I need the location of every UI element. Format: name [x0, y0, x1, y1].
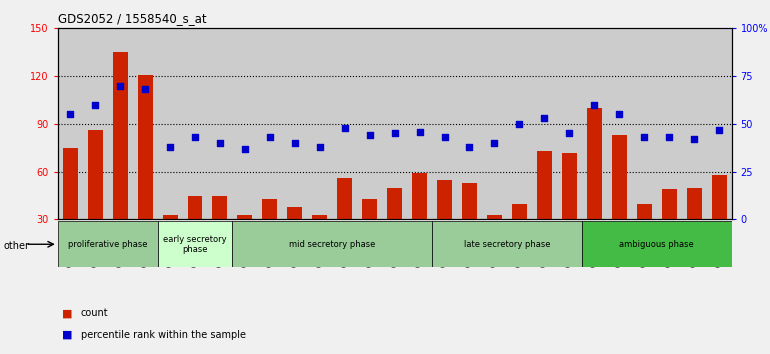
Text: ■: ■: [62, 308, 72, 318]
Text: ambiguous phase: ambiguous phase: [619, 240, 694, 249]
Bar: [562, 153, 577, 267]
Bar: [637, 204, 651, 267]
Bar: [611, 135, 627, 267]
Point: [688, 136, 700, 142]
Point: [488, 140, 500, 146]
Bar: [313, 215, 327, 267]
Text: count: count: [81, 308, 109, 318]
Text: proliferative phase: proliferative phase: [68, 240, 147, 249]
Point: [663, 135, 675, 140]
Bar: [437, 179, 452, 267]
Bar: [162, 215, 178, 267]
Bar: [62, 148, 78, 267]
Point: [189, 135, 201, 140]
Text: late secretory phase: late secretory phase: [464, 240, 551, 249]
Bar: [412, 173, 427, 267]
Text: other: other: [4, 241, 30, 251]
Bar: [188, 195, 203, 267]
Bar: [512, 204, 527, 267]
Bar: [237, 215, 253, 267]
Point: [263, 135, 276, 140]
Bar: [263, 199, 277, 267]
Text: ■: ■: [62, 330, 72, 339]
Point: [413, 129, 426, 135]
Point: [64, 112, 76, 117]
Bar: [112, 52, 128, 267]
Bar: [233, 221, 432, 267]
Bar: [58, 221, 158, 267]
Point: [464, 144, 476, 150]
Point: [289, 140, 301, 146]
Bar: [362, 199, 377, 267]
Bar: [337, 178, 352, 267]
Bar: [582, 221, 732, 267]
Point: [313, 144, 326, 150]
Bar: [158, 221, 233, 267]
Bar: [487, 215, 502, 267]
Point: [363, 132, 376, 138]
Point: [713, 127, 725, 132]
Point: [164, 144, 176, 150]
Bar: [88, 130, 102, 267]
Point: [588, 102, 601, 108]
Bar: [387, 188, 402, 267]
Point: [538, 115, 551, 121]
Point: [214, 140, 226, 146]
Point: [638, 135, 651, 140]
Point: [514, 121, 526, 127]
Bar: [432, 221, 582, 267]
Point: [89, 102, 102, 108]
Bar: [537, 151, 552, 267]
Bar: [687, 188, 701, 267]
Point: [139, 87, 151, 92]
Point: [388, 131, 400, 136]
Text: early secretory
phase: early secretory phase: [163, 235, 227, 254]
Point: [239, 146, 251, 152]
Text: GDS2052 / 1558540_s_at: GDS2052 / 1558540_s_at: [58, 12, 206, 25]
Bar: [711, 175, 727, 267]
Bar: [213, 195, 227, 267]
Point: [339, 125, 351, 131]
Point: [613, 112, 625, 117]
Bar: [661, 189, 677, 267]
Bar: [138, 75, 152, 267]
Text: mid secretory phase: mid secretory phase: [289, 240, 376, 249]
Point: [563, 131, 575, 136]
Text: percentile rank within the sample: percentile rank within the sample: [81, 330, 246, 339]
Point: [114, 83, 126, 88]
Bar: [287, 207, 303, 267]
Point: [438, 135, 450, 140]
Bar: [587, 108, 601, 267]
Bar: [462, 183, 477, 267]
